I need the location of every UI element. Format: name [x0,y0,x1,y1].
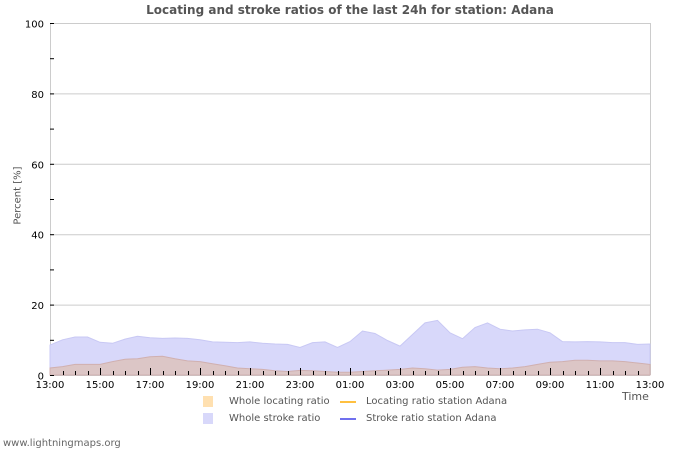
x-tick-label: 01:00 [336,380,365,391]
y-tick-label: 20 [31,301,44,312]
x-tick-label: 21:00 [236,380,265,391]
x-tick-label: 09:00 [536,380,565,391]
legend-line-icon [340,417,356,420]
legend-stroke-ratio-station: Stroke ratio station Adana [340,413,496,424]
legend-label: Locating ratio station Adana [366,396,508,407]
legend-swatch-icon [203,413,213,424]
x-tick-label: 07:00 [486,380,515,391]
x-tick-label: 05:00 [436,380,465,391]
legend-line-icon [340,400,356,403]
y-tick-label: 80 [31,90,44,101]
x-tick-label: 13:00 [36,380,65,391]
legend-label: Stroke ratio station Adana [366,413,497,424]
footer-site-link[interactable]: www.lightningmaps.org [3,438,121,449]
legend-label: Whole locating ratio [229,396,330,407]
y-tick-label: 40 [31,231,44,242]
x-tick-label: 13:00 [636,380,665,391]
x-tick-label: 11:00 [586,380,615,391]
chart-title: Locating and stroke ratios of the last 2… [146,3,554,17]
legend-whole-locating-ratio: Whole locating ratio [203,396,330,407]
x-tick-label: 23:00 [286,380,315,391]
grid-lines [50,23,651,376]
x-tick-label: 17:00 [136,380,165,391]
legend-label: Whole stroke ratio [229,413,321,424]
x-tick-label: 03:00 [386,380,415,391]
x-tick-label: 15:00 [86,380,115,391]
legend-whole-stroke-ratio: Whole stroke ratio [203,413,320,424]
x-axis-label: Time [622,390,649,403]
y-axis-label: Percent [%] [12,166,24,225]
legend-swatch-icon [203,396,213,407]
axes: 0 20 40 60 80 100 13:00 15:00 17:00 19:00 21:00 23:… [25,20,665,392]
y-tick-label: 100 [25,20,44,31]
y-tick-label: 60 [31,160,44,171]
x-tick-label: 19:00 [186,380,215,391]
legend-locating-ratio-station: Locating ratio station Adana [340,396,507,407]
y-tick-label: 0 [38,372,44,383]
